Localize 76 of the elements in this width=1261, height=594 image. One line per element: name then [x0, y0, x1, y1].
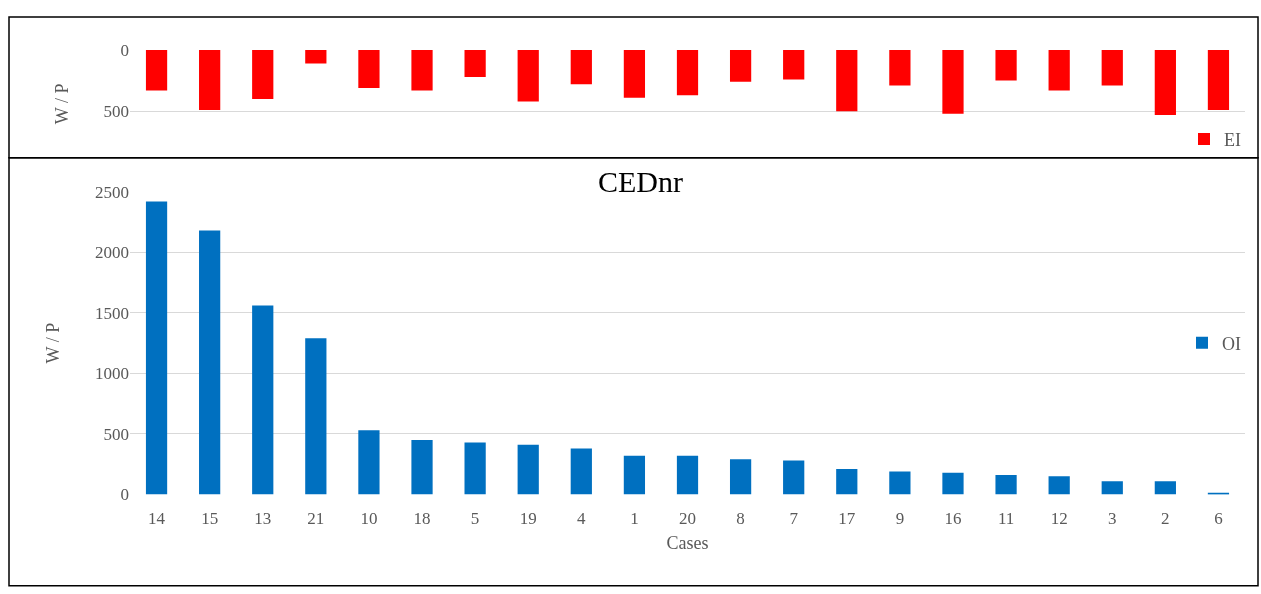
- x-tick-label: 8: [736, 509, 745, 529]
- bar: [570, 50, 592, 85]
- x-tick-label: 19: [519, 509, 537, 529]
- bar: [517, 50, 539, 102]
- x-tick-label: 21: [307, 509, 325, 529]
- x-tick-label: 4: [577, 509, 587, 529]
- y-tick-label: 2000: [95, 243, 129, 263]
- bar: [517, 444, 539, 495]
- x-tick-label: 5: [470, 509, 480, 529]
- bar: [252, 305, 274, 495]
- bar: [836, 50, 858, 112]
- y-tick-label: 1500: [95, 303, 129, 323]
- bar: [783, 460, 805, 495]
- bar: [995, 50, 1017, 81]
- bar: [942, 50, 964, 114]
- bar: [623, 455, 646, 495]
- bar: [1207, 50, 1230, 110]
- y-axis-title: W / P: [51, 83, 72, 125]
- bar: [1101, 481, 1123, 495]
- bar: [358, 50, 380, 88]
- y-axis-title: W / P: [43, 322, 64, 364]
- bar: [783, 50, 805, 80]
- bar: [145, 50, 168, 91]
- bar: [252, 50, 274, 99]
- x-tick-label: 11: [997, 509, 1015, 529]
- y-tick-label: 0: [120, 40, 129, 60]
- bar: [305, 50, 327, 64]
- x-tick-label: 1: [630, 509, 639, 529]
- bar: [199, 50, 221, 110]
- y-tick-label: 500: [103, 424, 129, 444]
- x-tick-label: 14: [148, 509, 166, 529]
- bar: [942, 472, 964, 495]
- chart-title: CEDnr: [598, 165, 683, 198]
- bar: [411, 439, 433, 495]
- bar: [411, 50, 433, 91]
- bar: [729, 50, 752, 82]
- y-tick-label: 1000: [95, 364, 129, 384]
- bar: [1101, 50, 1123, 86]
- bar: [199, 230, 221, 495]
- y-tick-label: 2500: [95, 182, 129, 202]
- bar: [676, 50, 699, 96]
- bar: [729, 459, 752, 495]
- x-tick-label: 16: [944, 509, 962, 529]
- bar: [889, 471, 911, 495]
- bar: [358, 430, 380, 495]
- bar: [995, 475, 1017, 495]
- legend-label: EI: [1224, 129, 1241, 150]
- x-tick-label: 17: [838, 509, 856, 529]
- x-tick-label: 20: [679, 509, 696, 529]
- bar: [464, 442, 486, 495]
- x-tick-label: 2: [1161, 509, 1170, 529]
- bar: [1154, 481, 1176, 495]
- bar: [464, 50, 486, 77]
- bar: [676, 455, 699, 495]
- x-tick-label: 9: [895, 509, 905, 529]
- bar: [145, 201, 168, 495]
- bar: [889, 50, 911, 86]
- x-tick-label: 3: [1108, 509, 1117, 529]
- x-axis-title: Cases: [666, 532, 709, 553]
- bar: [623, 50, 646, 98]
- x-tick-label: 10: [360, 509, 378, 529]
- x-tick-label: 6: [1214, 509, 1223, 529]
- bar: [836, 469, 858, 495]
- x-tick-label: 12: [1050, 509, 1068, 529]
- bar: [1154, 50, 1176, 115]
- y-tick-label: 0: [120, 485, 129, 505]
- x-tick-label: 13: [254, 509, 272, 529]
- x-tick-label: 7: [789, 509, 799, 529]
- legend-label: OI: [1222, 333, 1241, 354]
- x-tick-label: 15: [201, 509, 219, 529]
- bar: [305, 338, 327, 495]
- y-tick-label: 500: [103, 102, 129, 122]
- bar: [1048, 476, 1070, 495]
- bar: [1048, 50, 1070, 91]
- x-tick-label: 18: [413, 509, 431, 529]
- bar: [570, 448, 592, 495]
